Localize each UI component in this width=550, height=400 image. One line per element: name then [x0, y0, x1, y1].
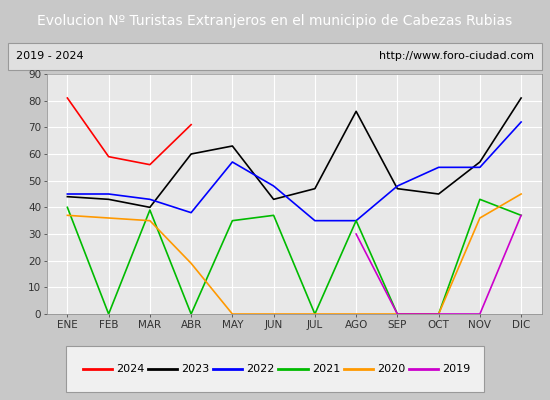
Text: http://www.foro-ciudad.com: http://www.foro-ciudad.com [379, 51, 534, 61]
Text: 2019: 2019 [442, 364, 470, 374]
Text: Evolucion Nº Turistas Extranjeros en el municipio de Cabezas Rubias: Evolucion Nº Turistas Extranjeros en el … [37, 14, 513, 28]
Text: 2019 - 2024: 2019 - 2024 [16, 51, 84, 61]
Text: 2020: 2020 [377, 364, 405, 374]
Text: 2024: 2024 [116, 364, 145, 374]
Text: 2022: 2022 [246, 364, 275, 374]
Text: 2023: 2023 [182, 364, 210, 374]
Text: 2021: 2021 [312, 364, 340, 374]
